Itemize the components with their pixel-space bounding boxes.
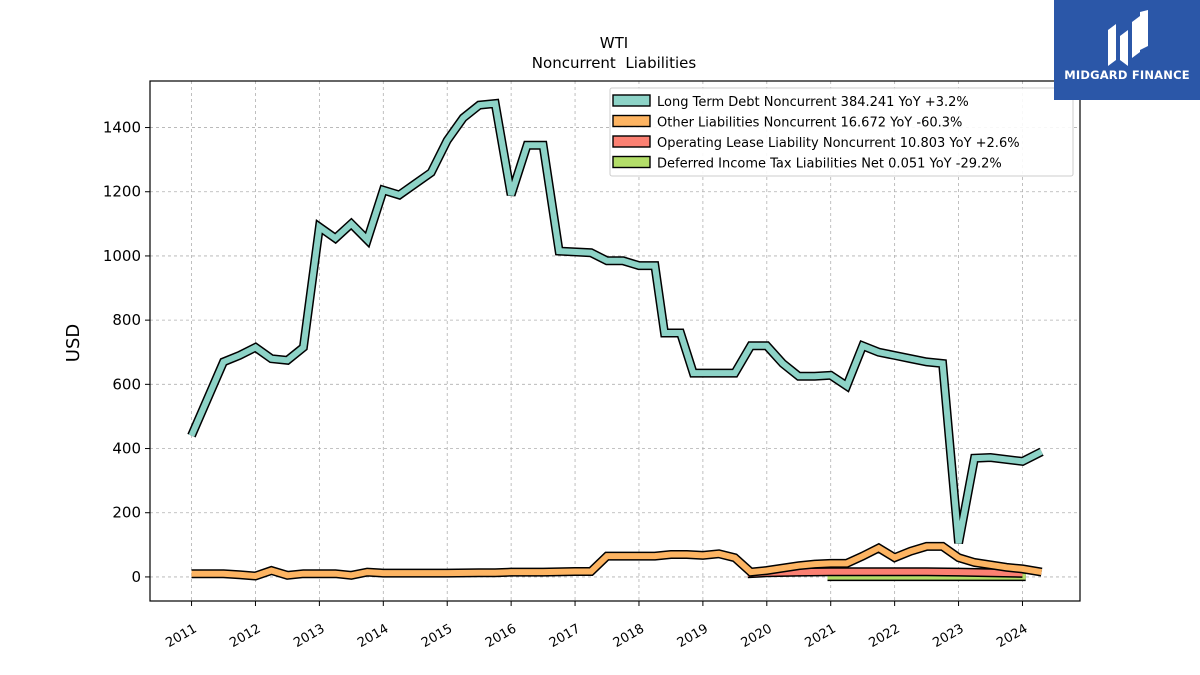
x-tick-label: 2016 <box>483 621 519 651</box>
y-tick-label: 1400 <box>103 119 141 137</box>
x-tick-label: 2011 <box>163 621 199 651</box>
chart-subtitle: Noncurrent Liabilities <box>532 54 697 72</box>
x-tick-label: 2017 <box>547 621 583 651</box>
x-tick-label: 2018 <box>611 621 647 651</box>
y-tick-label: 400 <box>112 440 141 458</box>
x-tick-label: 2022 <box>866 621 902 651</box>
legend-label: Long Term Debt Noncurrent 384.241 YoY +3… <box>657 95 969 110</box>
legend-label: Deferred Income Tax Liabilities Net 0.05… <box>657 157 1002 172</box>
series-line <box>747 568 1023 577</box>
brand-logo: MIDGARD FINANCE <box>1054 0 1200 100</box>
y-tick-label: 200 <box>112 504 141 522</box>
series-line <box>191 543 1043 580</box>
x-tick-label: 2020 <box>739 621 775 651</box>
legend-box <box>609 87 1074 177</box>
x-tick-label: 2014 <box>355 621 391 651</box>
chart-title: WTI <box>600 34 628 52</box>
legend: Long Term Debt Noncurrent 384.241 YoY +3… <box>609 87 1074 177</box>
x-tick-label: 2015 <box>419 621 455 651</box>
legend-label: Operating Lease Liability Noncurrent 10.… <box>657 136 1020 151</box>
legend-swatch <box>612 155 651 169</box>
legend-swatch <box>612 114 651 128</box>
x-tick-label: 2023 <box>930 621 966 651</box>
x-tick-label: 2013 <box>291 621 327 651</box>
x-tick-label: 2012 <box>227 621 263 651</box>
x-tick-label: 2024 <box>994 621 1030 651</box>
series-line <box>188 100 1043 544</box>
series-lines <box>187 98 1044 582</box>
y-tick-label: 800 <box>112 311 141 329</box>
plot-frame <box>149 80 1081 602</box>
legend-swatch <box>612 94 651 107</box>
y-tick-label: 0 <box>131 568 141 586</box>
y-axis-label: USD <box>63 324 84 362</box>
y-tick-label: 1200 <box>103 183 141 201</box>
y-tick-label: 600 <box>112 375 141 393</box>
x-tick-label: 2021 <box>803 621 839 651</box>
x-tick-label: 2019 <box>675 621 711 651</box>
brand-name: MIDGARD FINANCE <box>1064 68 1190 82</box>
legend-swatch <box>612 135 651 148</box>
y-tick-label: 1000 <box>103 247 141 265</box>
legend-label: Other Liabilities Noncurrent 16.672 YoY … <box>657 116 962 131</box>
logo-mark-icon <box>1108 10 1148 66</box>
